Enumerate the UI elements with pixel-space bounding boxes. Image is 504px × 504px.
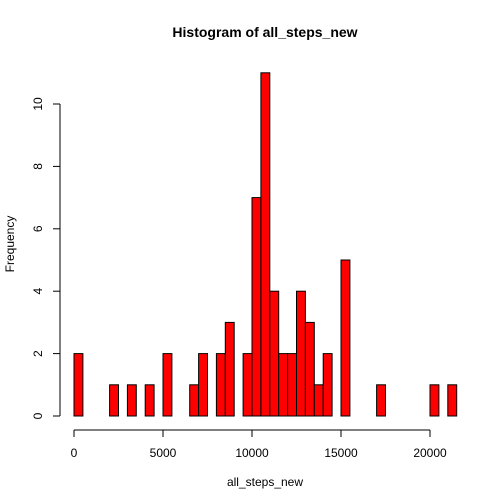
histogram-bar [126, 384, 137, 417]
y-tick-label: 6 [31, 225, 45, 232]
x-axis-ticks: 0 5000 10000 15000 20000 [71, 430, 447, 460]
histogram-bar [340, 259, 351, 417]
y-tick-label: 10 [31, 97, 45, 111]
histogram-bar [260, 72, 271, 417]
histogram-bar [304, 321, 315, 417]
x-tick-label: 15000 [324, 446, 358, 460]
x-tick-label: 20000 [413, 446, 447, 460]
x-tick-label: 0 [71, 446, 78, 460]
histogram-bar [296, 290, 306, 417]
histogram-bar [198, 353, 209, 417]
y-tick-label: 4 [31, 288, 45, 295]
y-tick-label: 8 [31, 163, 45, 170]
y-axis-label: Frequency [3, 216, 17, 273]
histogram-bar [144, 384, 155, 417]
bars [73, 72, 458, 417]
histogram-bar [269, 290, 280, 417]
histogram-bar [429, 384, 440, 417]
y-axis-ticks: 0 2 4 6 8 10 [31, 97, 60, 419]
histogram-bar [313, 384, 324, 417]
histogram-bar [322, 353, 333, 417]
histogram-bar [447, 384, 458, 417]
x-axis-label: all_steps_new [227, 475, 303, 489]
histogram-bar [162, 353, 173, 417]
y-tick-label: 2 [31, 350, 45, 357]
histogram-bar [251, 197, 262, 417]
histogram-bar [242, 353, 253, 417]
x-tick-label: 5000 [150, 446, 177, 460]
histogram-bar [109, 384, 119, 417]
histogram-bar [224, 321, 235, 417]
histogram-bar [189, 384, 200, 417]
histogram-bar [278, 353, 289, 417]
histogram-bar [73, 353, 84, 417]
x-tick-label: 10000 [235, 446, 269, 460]
histogram-bar [215, 353, 226, 417]
histogram-bar [287, 353, 298, 417]
histogram-bar [376, 384, 387, 417]
y-tick-label: 0 [31, 412, 45, 419]
chart-title: Histogram of all_steps_new [172, 24, 357, 40]
